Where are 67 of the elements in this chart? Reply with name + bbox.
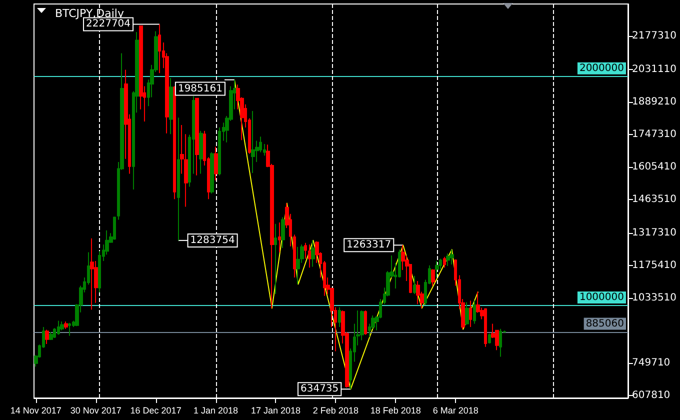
candlestick <box>49 332 53 341</box>
x-tick-label: 6 Mar 2018 <box>432 406 478 416</box>
candlestick <box>469 300 472 328</box>
candlestick <box>308 244 311 268</box>
x-tick-label: 16 Dec 2017 <box>130 406 182 416</box>
y-tick-label: 2031110 <box>632 64 677 75</box>
candlestick <box>488 333 491 344</box>
candlestick <box>90 238 94 310</box>
candlestick <box>214 146 218 181</box>
x-tick-label: 18 Feb 2018 <box>370 406 421 416</box>
x-tick-label: 2 Feb 2018 <box>312 406 358 416</box>
y-tick-label: 1175410 <box>632 260 677 271</box>
candlestick <box>413 275 416 294</box>
candlestick <box>435 260 439 278</box>
y-tick-label: 749710 <box>632 357 670 368</box>
y-tick-label: 1033510 <box>632 292 677 304</box>
candlestick <box>416 280 420 305</box>
candlestick <box>443 256 446 268</box>
candlestick <box>195 97 199 176</box>
candlestick <box>499 328 502 358</box>
candlestick <box>169 77 173 135</box>
candlestick <box>431 268 435 286</box>
x-tick-label: 30 Nov 2017 <box>70 406 122 416</box>
y-tick-label: 1463510 <box>632 194 677 205</box>
candlestick <box>173 86 176 200</box>
annotation: 1985161 <box>178 83 222 94</box>
candlestick <box>311 240 315 268</box>
candlestick <box>177 117 180 241</box>
y-tick-label: 1605410 <box>632 161 677 172</box>
annotation: 634735 <box>300 384 339 395</box>
candlestick <box>60 320 64 331</box>
candlestick <box>251 110 255 174</box>
y-tick-label: 1317310 <box>632 227 677 238</box>
x-tick-label: 1 Jan 2018 <box>193 406 238 416</box>
candlestick <box>473 300 476 324</box>
candlestick <box>338 306 341 328</box>
annotation: 1263317 <box>346 240 392 251</box>
candlestick <box>113 216 116 240</box>
y-tick-label: 607810 <box>632 390 670 401</box>
candlestick <box>199 130 203 174</box>
candlestick <box>278 222 281 253</box>
candlestick <box>158 24 161 74</box>
candlestick <box>296 246 300 285</box>
ref-line-label: 885060 <box>586 318 624 330</box>
candlestick <box>465 302 469 326</box>
y-tick-label: 1889210 <box>632 96 677 108</box>
y-tick-label: 1747310 <box>632 128 677 140</box>
candlestick <box>45 329 49 344</box>
candlestick <box>218 126 221 176</box>
y-tick-label: 2177310 <box>632 30 677 42</box>
candlestick <box>364 310 367 336</box>
candlestick <box>450 249 454 265</box>
candlestick <box>64 320 68 330</box>
candlestick <box>274 223 277 294</box>
annotation: 2227704 <box>86 18 131 30</box>
ref-line-label: 2000000 <box>579 62 624 74</box>
candlestick <box>281 216 285 248</box>
x-tick-label: 17 Jan 2018 <box>250 406 300 416</box>
candlestick <box>210 152 214 194</box>
candlestick <box>57 320 60 336</box>
ref-line-label: 1000000 <box>579 292 624 303</box>
chart-title: BTCJPY,Daily <box>55 7 124 20</box>
candlestick <box>446 252 450 267</box>
x-tick-label: 14 Nov 2017 <box>10 406 62 416</box>
annotation: 1283754 <box>190 234 235 246</box>
candlestick <box>484 308 487 348</box>
candlestick <box>68 322 71 336</box>
